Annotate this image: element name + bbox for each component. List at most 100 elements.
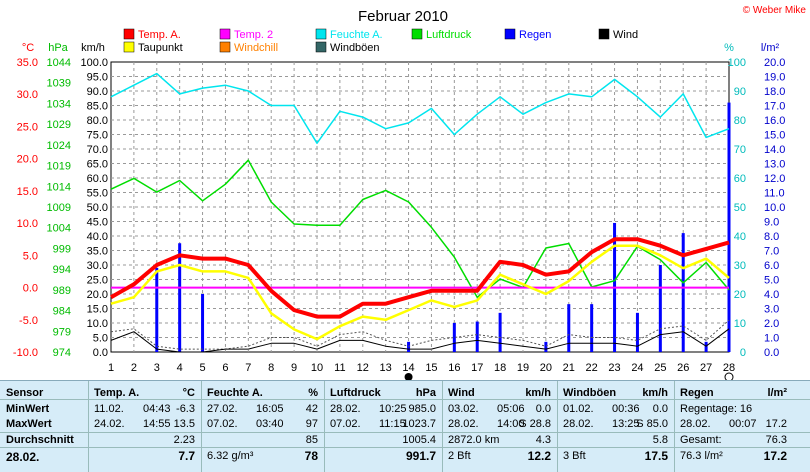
tick-label-lm2: 15.0 (764, 130, 785, 142)
stat-time: 10:25 (379, 403, 407, 415)
rain-bar (178, 243, 182, 352)
tick-label-temp: 15.0 (17, 186, 38, 198)
rain-bar (727, 102, 731, 352)
stat-value: 1023.7 (402, 418, 436, 430)
tick-label-hpa: 984 (53, 306, 71, 318)
legend-label: Taupunkt (138, 42, 183, 54)
x-tick-label: 14 (402, 362, 414, 374)
tick-label-kmh: 70.0 (87, 144, 108, 156)
stat-value: 985.0 (408, 403, 436, 415)
tick-label-kmh: 0.0 (93, 347, 108, 359)
rain-bar (475, 321, 479, 352)
rain-bar (407, 341, 411, 352)
stat-current-value: 17.5 (644, 449, 668, 463)
stat-date: Regentage: 16 (680, 403, 753, 415)
stat-time: 05:06 (497, 403, 525, 415)
legend-label: Temp. 2 (234, 29, 273, 41)
stat-current-value: 7.7 (178, 449, 195, 463)
tick-label-temp: 30.0 (17, 89, 38, 101)
tick-label-kmh: 50.0 (87, 202, 108, 214)
tick-label-hpa: 994 (53, 264, 71, 276)
tick-label-lm2: 3.0 (764, 304, 779, 316)
tick-label-lm2: 8.0 (764, 231, 779, 243)
tick-label-kmh: 55.0 (87, 188, 108, 200)
tick-label-lm2: 9.0 (764, 217, 779, 229)
tick-label-lm2: 20.0 (764, 57, 785, 69)
stat-date: 28.02. (330, 403, 361, 415)
tick-label-lm2: 4.0 (764, 289, 779, 301)
x-tick-label: 20 (540, 362, 552, 374)
axis-titles: °C hPa km/h% l/m² (22, 42, 780, 54)
tick-label-hpa: 1009 (47, 202, 71, 214)
full-moon-icon (724, 372, 734, 380)
stat-date: 28.02. (448, 418, 479, 430)
tick-label-kmh: 30.0 (87, 260, 108, 272)
stat-date: 27.02. (207, 403, 238, 415)
x-tick-label: 22 (586, 362, 598, 374)
stat-row-divider (0, 447, 810, 448)
x-tick-label: 17 (471, 362, 483, 374)
axis-title-lm2: l/m² (761, 42, 780, 54)
stat-value: 0.0 (535, 403, 551, 415)
stat-value: S 28.8 (519, 418, 551, 430)
tick-label-pct: 100 (728, 57, 746, 69)
x-tick-label: 9 (291, 362, 297, 374)
stat-date: 24.02. (94, 418, 125, 430)
legend-label: Windchill (234, 42, 278, 54)
stat-time: 14:55 (143, 418, 171, 430)
series-line-windb-en (110, 319, 730, 350)
stat-col-title: Feuchte A. (207, 387, 263, 399)
tick-label-hpa: 989 (53, 285, 71, 297)
rain-bar (704, 341, 708, 352)
tick-label-lm2: 0.0 (764, 347, 779, 359)
tick-label-kmh: 85.0 (87, 101, 108, 113)
stat-row-label: Durchschnitt (6, 434, 74, 446)
stat-time: 11:15 (379, 418, 406, 430)
tick-label-temp: -10.0 (13, 347, 38, 359)
stat-value: 2.23 (173, 434, 195, 446)
legend-swatch (315, 41, 327, 53)
x-tick-label: 27 (700, 362, 712, 374)
tick-label-pct: 80 (734, 115, 746, 127)
series-line-luftdruck (110, 159, 730, 299)
tick-label-lm2: 11.0 (764, 188, 785, 200)
tick-label-kmh: 20.0 (87, 289, 108, 301)
x-tick-label: 12 (357, 362, 369, 374)
tick-label-lm2: 1.0 (764, 333, 779, 345)
stat-value: 0.0 (652, 403, 668, 415)
tick-label-lm2: 10.0 (764, 202, 785, 214)
stat-col-unit: km/h (642, 387, 668, 399)
x-tick-label: 19 (517, 362, 529, 374)
tick-label-kmh: 45.0 (87, 217, 108, 229)
tick-label-hpa: 1014 (47, 181, 71, 193)
stat-current-value: 12.2 (527, 449, 551, 463)
tick-label-pct: 50 (734, 202, 746, 214)
tick-label-kmh: 15.0 (87, 304, 108, 316)
stat-col-unit: km/h (525, 387, 551, 399)
tick-label-hpa: 1019 (47, 161, 71, 173)
tick-label-lm2: 14.0 (764, 144, 785, 156)
tick-label-temp: 0.0 (23, 283, 38, 295)
stat-column-divider (442, 381, 443, 472)
tick-label-kmh: 100.0 (80, 57, 108, 69)
tick-label-kmh: 5.0 (93, 333, 108, 345)
stat-current-value: 17.2 (763, 449, 787, 463)
stat-value: 13.5 (173, 418, 195, 430)
legend-label: Temp. A. (138, 29, 181, 41)
tick-label-pct: 0 (740, 347, 746, 359)
new-moon-icon (404, 373, 413, 380)
tick-label-pct: 60 (734, 173, 746, 185)
stat-col-unit: l/m² (767, 387, 787, 399)
stat-value: 1005.4 (402, 434, 436, 446)
rain-bar (498, 312, 502, 352)
rain-bar (155, 267, 159, 352)
x-tick-label: 18 (494, 362, 506, 374)
x-tick-label: 25 (654, 362, 666, 374)
statistics-table: Sensor MinWert MaxWert Durchschnitt 28.02. Te… (0, 380, 810, 472)
series-line-taupunkt (110, 244, 730, 341)
stat-value: 4.3 (535, 434, 551, 446)
copyright-label: © Weber Mike (743, 5, 807, 16)
stat-col-unit: hPa (415, 387, 436, 399)
tick-label-temp: 25.0 (17, 121, 38, 133)
rain-bars (155, 102, 731, 352)
